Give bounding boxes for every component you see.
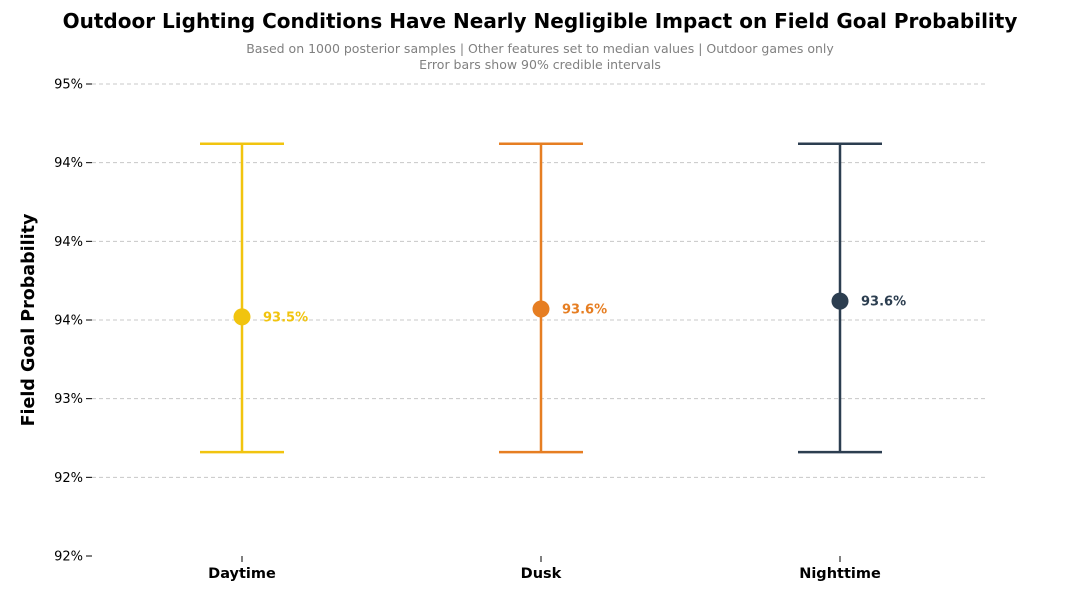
y-tick-label: 95% bbox=[54, 78, 83, 93]
data-point bbox=[831, 292, 849, 310]
data-label: 93.6% bbox=[861, 295, 906, 310]
data-label: 93.5% bbox=[263, 310, 308, 325]
error-bar-group-nighttime: 93.6% bbox=[798, 142, 906, 454]
data-label: 93.6% bbox=[562, 302, 607, 317]
x-axis: Daytime Dusk Nighttime bbox=[208, 556, 881, 582]
y-tick-label: 92% bbox=[54, 550, 83, 565]
data-point bbox=[532, 300, 550, 318]
y-tick-label: 92% bbox=[54, 471, 83, 486]
y-tick-label: 94% bbox=[54, 235, 83, 250]
y-tick-label: 94% bbox=[54, 156, 83, 171]
x-tick-label: Nighttime bbox=[799, 566, 881, 582]
series-layer: 93.5% 93.6% 93.6% bbox=[200, 142, 906, 454]
data-point bbox=[233, 308, 251, 326]
chart-title: Outdoor Lighting Conditions Have Nearly … bbox=[63, 9, 1018, 33]
y-tick-label: 93% bbox=[54, 392, 83, 407]
x-tick-label: Daytime bbox=[208, 566, 276, 582]
error-bar-group-daytime: 93.5% bbox=[200, 142, 308, 454]
y-tick-label: 94% bbox=[54, 314, 83, 329]
x-tick-label: Dusk bbox=[521, 566, 562, 582]
y-axis-label: Field Goal Probability bbox=[19, 213, 39, 426]
chart-subtitle-line-2: Error bars show 90% credible intervals bbox=[419, 57, 661, 72]
y-axis: 92% 92% 93% 94% 94% 94% 95% bbox=[54, 78, 92, 565]
chart-subtitle-line-1: Based on 1000 posterior samples | Other … bbox=[246, 41, 834, 56]
error-bar-group-dusk: 93.6% bbox=[499, 142, 607, 454]
